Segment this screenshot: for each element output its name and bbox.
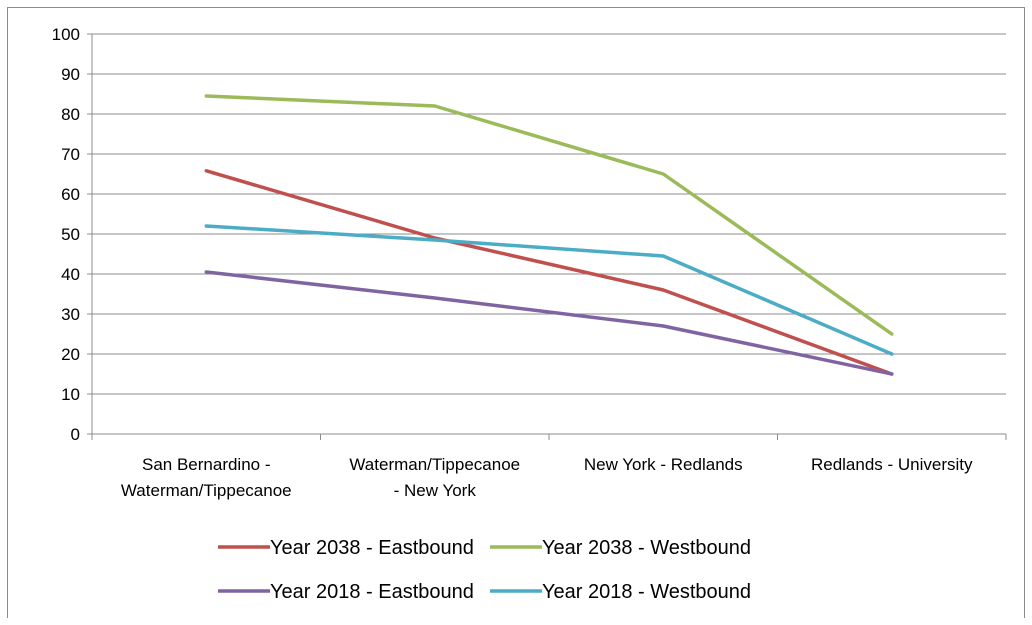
axes [87, 33, 1007, 440]
series-line-2 [204, 270, 894, 376]
legend-label-3: Year 2018 - Westbound [542, 581, 751, 603]
x-category-line: - New York [394, 481, 477, 500]
y-tick-labels: 0 10 20 30 40 50 60 70 80 90 100 [52, 25, 80, 444]
gridlines [92, 33, 1006, 395]
y-tick-label: 70 [61, 145, 80, 164]
chart-frame [7, 7, 1025, 618]
x-category-line: Waterman/Tippecanoe [121, 481, 292, 500]
series-line-1 [204, 94, 894, 336]
y-tick-label: 40 [61, 265, 80, 284]
y-tick-label: 100 [52, 25, 80, 44]
x-category-line: New York - Redlands [584, 455, 743, 474]
y-tick-label: 60 [61, 185, 80, 204]
y-tick-label: 0 [71, 425, 80, 444]
series-line-3 [204, 224, 894, 356]
x-category-label: San Bernardino - Waterman/Tippecanoe [121, 455, 292, 500]
x-category-line: Waterman/Tippecanoe [349, 455, 520, 474]
series-line-0 [204, 169, 894, 376]
y-tick-label: 80 [61, 105, 80, 124]
series-lines [204, 94, 894, 376]
legend-label-2: Year 2018 - Eastbound [270, 581, 474, 603]
x-category-label: Waterman/Tippecanoe - New York [349, 455, 520, 500]
x-category-label: Redlands - University [811, 455, 973, 474]
legend-label-0: Year 2038 - Eastbound [270, 537, 474, 559]
legend-label-1: Year 2038 - Westbound [542, 537, 751, 559]
x-category-label: New York - Redlands [584, 455, 743, 474]
x-category-labels: San Bernardino -Waterman/TippecanoeWater… [121, 455, 973, 500]
y-tick-label: 10 [61, 385, 80, 404]
legend: Year 2038 - Eastbound Year 2038 - Westbou… [218, 537, 751, 603]
y-tick-label: 20 [61, 345, 80, 364]
y-tick-label: 90 [61, 65, 80, 84]
x-category-line: Redlands - University [811, 455, 973, 474]
x-category-line: San Bernardino - [142, 455, 271, 474]
y-tick-label: 50 [61, 225, 80, 244]
y-tick-label: 30 [61, 305, 80, 324]
